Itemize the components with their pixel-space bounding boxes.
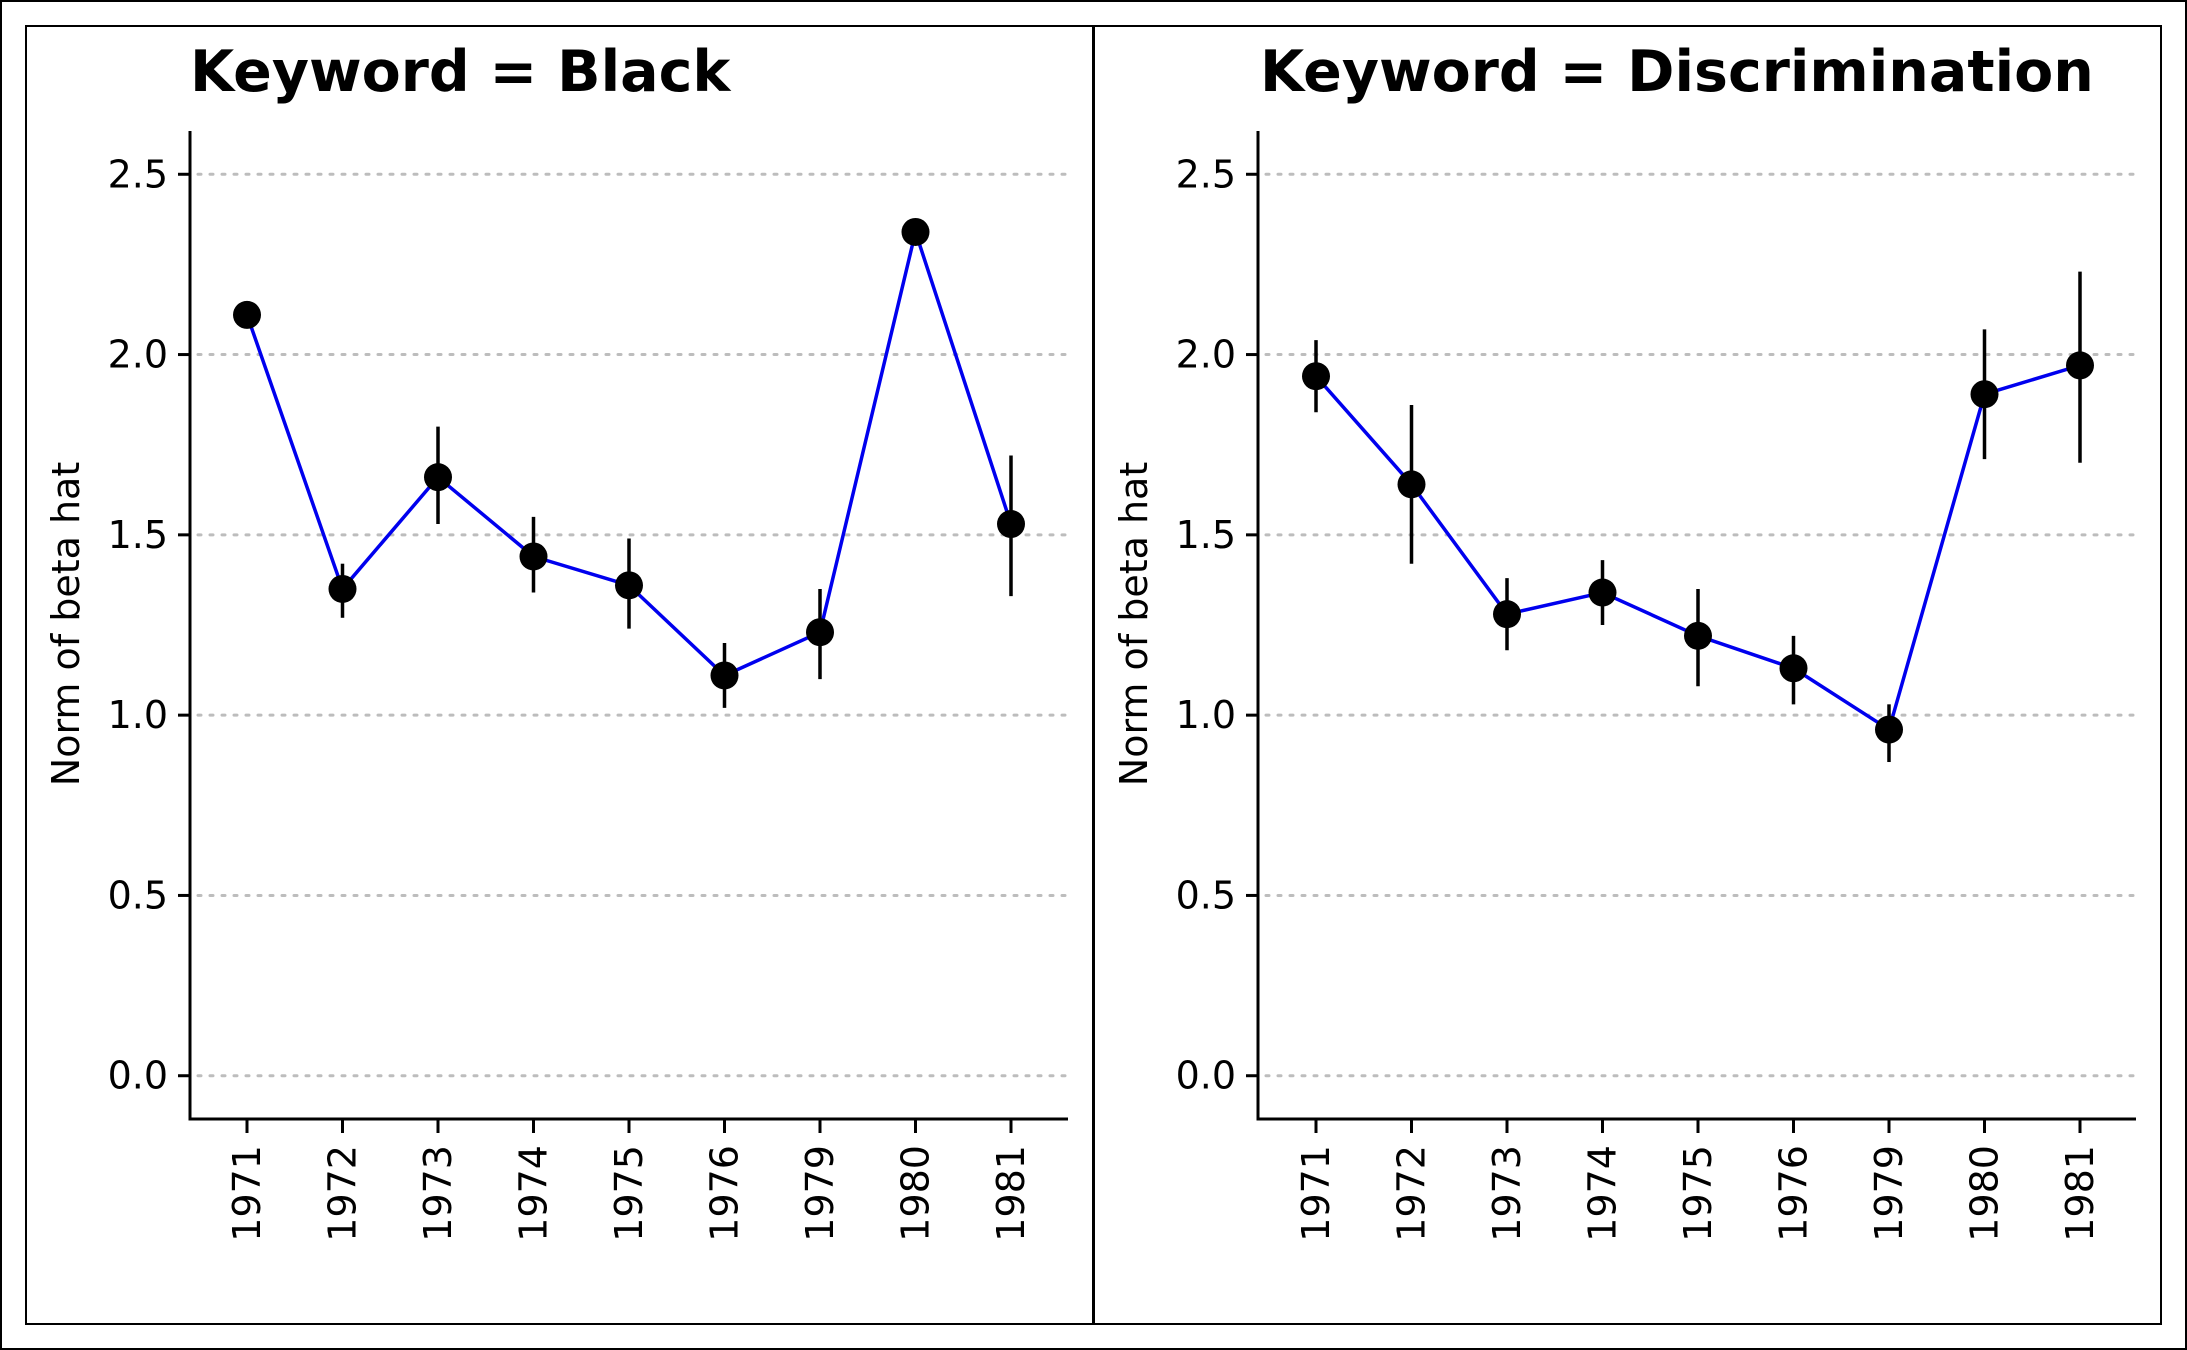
data-point [710,661,739,690]
data-point [328,574,357,603]
y-axis-title: Norm of beta hat [44,462,88,786]
data-point [1684,621,1712,650]
y-axis-title: Norm of beta hat [1112,462,1156,786]
y-tick-label: 2.5 [1176,152,1236,196]
panel-discrimination: Keyword = Discrimination Norm of beta ha… [1093,25,2162,1325]
gridlines [196,172,1070,1078]
data-point [519,542,548,571]
data-point [615,571,643,600]
panel-title: Keyword = Black [190,39,731,105]
panel-title: Keyword = Discrimination [1260,39,2094,105]
data-point [1397,470,1426,499]
y-ticks: 0.0 0.5 1.0 1.5 2.0 2.5 [1176,152,1258,1098]
y-tick-label: 2.0 [108,333,168,377]
y-tick-label: 1.0 [108,693,168,737]
x-tick-label: 1979 [798,1145,842,1242]
x-tick-label: 1974 [512,1145,556,1242]
y-tick-label: 2.5 [108,152,168,196]
x-tick-label: 1974 [1581,1145,1625,1242]
y-tick-label: 2.0 [1176,333,1236,377]
data-point [997,510,1025,539]
y-tick-label: 0.5 [108,873,168,917]
x-ticks: 1971 1972 1973 1974 1975 1976 1979 1980 1981 [225,1119,1033,1242]
x-tick-label: 1972 [1390,1145,1434,1242]
y-tick-label: 0.5 [1176,873,1236,917]
x-tick-label: 1973 [1485,1145,1529,1242]
x-tick-label: 1976 [1772,1145,1816,1242]
data-point [1779,654,1808,683]
axes [1256,131,2136,1121]
data-point [1493,600,1521,629]
y-ticks: 0.0 0.5 1.0 1.5 2.0 2.5 [108,152,190,1098]
data-point [424,463,452,492]
data-point [1970,380,1999,409]
panel-black: Keyword = Black Norm of beta hat 0.0 0.5 1… [25,25,1094,1325]
data-point [1588,578,1617,607]
panel-frame [1093,25,2162,1325]
x-tick-label: 1971 [1294,1145,1338,1242]
data-point [1302,362,1330,391]
y-tick-label: 1.0 [1176,693,1236,737]
y-tick-label: 0.0 [1176,1054,1236,1098]
x-tick-label: 1981 [2058,1145,2102,1242]
series [233,217,1025,708]
series [1302,271,2094,763]
x-tick-label: 1975 [607,1145,651,1242]
x-ticks: 1971 1972 1973 1974 1975 1976 1979 1980 1981 [1294,1119,2102,1242]
x-tick-label: 1979 [1867,1145,1911,1242]
x-tick-label: 1976 [703,1145,747,1242]
y-tick-label: 0.0 [108,1054,168,1098]
x-tick-label: 1980 [894,1145,938,1242]
y-tick-label: 1.5 [108,513,168,557]
data-point [1875,715,1903,744]
x-tick-label: 1972 [321,1145,365,1242]
x-tick-label: 1980 [1963,1145,2007,1242]
data-point [806,618,834,647]
x-tick-label: 1975 [1676,1145,1720,1242]
x-tick-label: 1973 [416,1145,460,1242]
data-point [233,300,261,329]
data-point [901,217,930,246]
x-tick-label: 1981 [989,1145,1033,1242]
data-point [2066,351,2094,380]
x-tick-label: 1971 [225,1145,269,1242]
y-tick-label: 1.5 [1176,513,1236,557]
